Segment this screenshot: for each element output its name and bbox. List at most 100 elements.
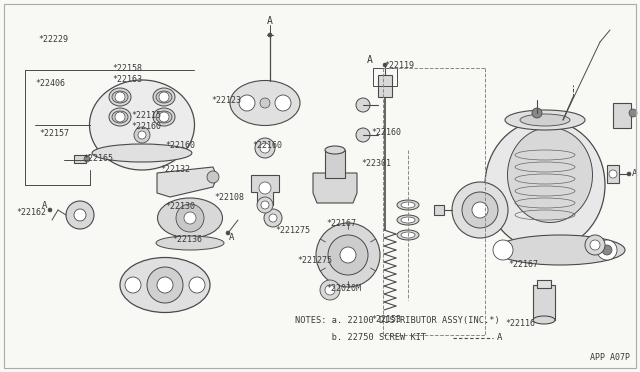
Text: *22167: *22167 [509,260,539,269]
Ellipse shape [90,80,195,170]
Circle shape [115,112,125,122]
Text: A: A [229,234,235,243]
Circle shape [383,63,387,67]
Circle shape [157,277,173,293]
Text: *22229: *22229 [38,35,68,44]
Circle shape [316,223,380,287]
Ellipse shape [230,80,300,125]
Circle shape [84,156,90,162]
Circle shape [264,209,282,227]
Text: *22160: *22160 [131,122,161,131]
Bar [533,285,555,320]
Circle shape [260,98,270,108]
Circle shape [328,235,368,275]
Bar [607,165,619,183]
Circle shape [134,127,150,143]
Text: A: A [267,16,273,26]
Ellipse shape [520,114,570,126]
Ellipse shape [533,316,555,324]
Bar [325,150,345,178]
Text: *22301: *22301 [362,159,392,168]
Circle shape [189,277,205,293]
Text: *22116: *22116 [506,319,536,328]
Text: *22157: *22157 [40,129,70,138]
Circle shape [259,182,271,194]
Text: A: A [497,334,502,343]
Circle shape [452,182,508,238]
Ellipse shape [156,111,172,123]
Ellipse shape [120,257,210,312]
Text: NOTES: a. 22100 DISTRIBUTOR ASSY(INC.*): NOTES: a. 22100 DISTRIBUTOR ASSY(INC.*) [295,315,500,324]
Ellipse shape [485,120,605,250]
Ellipse shape [153,88,175,106]
Text: APP A07P: APP A07P [590,353,630,362]
Ellipse shape [397,230,419,240]
Text: *22158: *22158 [112,64,142,73]
Text: *221275: *221275 [275,226,310,235]
Circle shape [207,171,219,183]
Ellipse shape [109,88,131,106]
Text: *22020M: *22020M [326,284,362,293]
Bar [434,205,444,215]
Text: *22136: *22136 [173,235,203,244]
Ellipse shape [495,235,625,265]
Text: A: A [367,55,373,65]
Circle shape [597,240,617,260]
Text: *22132: *22132 [160,165,190,174]
Circle shape [275,95,291,111]
Ellipse shape [397,200,419,210]
Circle shape [627,172,631,176]
Polygon shape [313,173,357,203]
Ellipse shape [156,91,172,103]
Circle shape [255,138,275,158]
Circle shape [115,92,125,102]
Circle shape [602,245,612,255]
Circle shape [325,285,335,295]
Circle shape [147,267,183,303]
Circle shape [268,33,272,37]
Circle shape [462,192,498,228]
Circle shape [66,201,94,229]
Bar [537,280,551,288]
Circle shape [239,95,255,111]
Bar [613,103,631,128]
Text: *22130: *22130 [165,202,195,211]
Circle shape [585,235,605,255]
Text: *22163: *22163 [112,76,142,84]
Circle shape [356,128,370,142]
Circle shape [609,170,617,178]
Polygon shape [251,175,279,205]
Circle shape [74,209,86,221]
Circle shape [532,108,542,118]
Text: *22115: *22115 [131,111,161,120]
Bar [378,75,392,97]
Ellipse shape [401,232,415,238]
Circle shape [493,240,513,260]
Circle shape [257,197,273,213]
Polygon shape [157,167,217,197]
Ellipse shape [325,146,345,154]
Circle shape [269,214,277,222]
Circle shape [260,143,270,153]
Ellipse shape [156,236,224,250]
Text: *22160: *22160 [371,128,401,137]
Text: *22167: *22167 [326,219,356,228]
Text: b. 22750 SCREW KIT: b. 22750 SCREW KIT [295,334,426,343]
Text: *22162: *22162 [16,208,46,217]
Text: *22160: *22160 [253,141,283,150]
Ellipse shape [109,108,131,126]
Circle shape [176,204,204,232]
Circle shape [261,201,269,209]
Bar [74,155,86,163]
Text: A: A [42,201,48,209]
Circle shape [226,231,230,235]
Ellipse shape [505,110,585,130]
Circle shape [320,280,340,300]
Ellipse shape [401,202,415,208]
Ellipse shape [153,108,175,126]
Ellipse shape [112,91,128,103]
Text: *22108: *22108 [214,193,244,202]
Text: *22160: *22160 [165,141,195,150]
Circle shape [48,208,52,212]
Circle shape [340,247,356,263]
